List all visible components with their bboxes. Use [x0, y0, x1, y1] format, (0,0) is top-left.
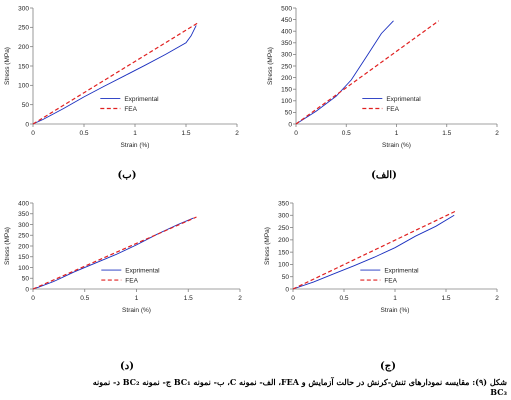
chart-panel-2: 0 50 100 150 200 250 300 350 400 0 0.5 1 1.5 2 Strain … [4, 200, 242, 372]
y-axis-label: Stress (MPa) [4, 47, 11, 85]
legend-label: Exprimental [384, 267, 419, 274]
y-tick-label: 150 [18, 254, 29, 261]
y-axis-label: Stress (MPa) [4, 227, 11, 265]
x-tick-label: 2 [235, 130, 239, 137]
x-tick-label: 0.5 [342, 130, 351, 137]
y-tick-label: 100 [281, 98, 292, 105]
y-tick-label: 300 [281, 52, 292, 59]
y-tick-label: 250 [278, 225, 289, 232]
legend-label: FEA [124, 106, 137, 113]
y-tick-label: 50 [22, 276, 30, 283]
y-tick-label: 350 [18, 211, 29, 218]
y-tick-label: 50 [282, 274, 290, 281]
x-axis-label: Strain (%) [122, 307, 151, 314]
y-axis-label: Stress (MPa) [267, 47, 274, 85]
legend-label: FEA [386, 106, 399, 113]
y-tick-label: 50 [22, 102, 30, 109]
x-tick-label: 0 [294, 130, 298, 137]
y-tick-label: 400 [281, 29, 292, 36]
y-tick-label: 200 [281, 75, 292, 82]
y-tick-label: 350 [278, 200, 289, 207]
chart-panel-1: 0 50 100 150 200 250 300 350 400 450 500 0 0.5 1 1.5 2 S… [267, 5, 499, 181]
chart-panel-0: 0 50 100 150 200 250 300 0 0.5 1 1.5 2 Strain (%) Str… [4, 5, 239, 181]
x-tick-label: 1.5 [441, 295, 450, 302]
y-tick-label: 150 [278, 249, 289, 256]
y-tick-label: 150 [18, 63, 29, 70]
x-tick-label: 1.5 [442, 130, 451, 137]
figure-caption: شکل (۹): مقایسه نمودارهای تنش-کرنش در حا… [0, 377, 511, 399]
x-tick-label: 0.5 [79, 130, 88, 137]
experimental-series-line [292, 214, 455, 290]
y-tick-label: 100 [18, 83, 29, 90]
x-tick-label: 0 [31, 295, 35, 302]
y-tick-label: 0 [285, 286, 289, 293]
panel-label: (ب) [118, 170, 137, 181]
y-tick-label: 100 [278, 262, 289, 269]
fea-series-line [32, 216, 197, 290]
x-tick-label: 1 [395, 130, 399, 137]
y-tick-label: 300 [18, 5, 29, 12]
caption-line-2: BC₃ [490, 387, 507, 397]
panel-label: (د) [120, 361, 134, 372]
y-tick-label: 200 [18, 44, 29, 51]
experimental-series-line [32, 217, 194, 290]
legend-label: Exprimental [125, 267, 160, 274]
fea-series-line [295, 20, 440, 125]
y-tick-label: 200 [18, 243, 29, 250]
y-tick-label: 350 [281, 40, 292, 47]
y-tick-label: 200 [278, 237, 289, 244]
x-tick-label: 0.5 [80, 295, 89, 302]
y-tick-label: 450 [281, 17, 292, 24]
x-tick-label: 1 [135, 295, 139, 302]
x-axis-label: Strain (%) [382, 142, 411, 149]
y-tick-label: 50 [285, 110, 293, 117]
y-tick-label: 100 [18, 265, 29, 272]
y-tick-label: 250 [18, 25, 29, 32]
y-axis-label: Stress (MPa) [264, 227, 271, 265]
panel-label: (الف) [371, 170, 397, 181]
y-tick-label: 0 [288, 121, 292, 128]
x-tick-label: 1 [133, 130, 137, 137]
experimental-series-line [295, 20, 394, 125]
x-tick-label: 0 [291, 295, 295, 302]
legend-label: Exprimental [124, 96, 159, 103]
x-tick-label: 0 [31, 130, 35, 137]
legend-label: FEA [384, 277, 397, 284]
y-tick-label: 250 [281, 63, 292, 70]
x-axis-label: Strain (%) [121, 142, 150, 149]
x-tick-label: 1.5 [181, 130, 190, 137]
experimental-series-line [32, 25, 197, 125]
y-tick-label: 300 [18, 222, 29, 229]
x-tick-label: 2 [495, 130, 499, 137]
y-tick-label: 250 [18, 233, 29, 240]
y-tick-label: 0 [25, 286, 29, 293]
y-tick-label: 0 [25, 121, 29, 128]
chart-panel-3: 0 50 100 150 200 250 300 350 0 0.5 1 1.5 2 Strain (%)… [264, 200, 499, 372]
fea-series-line [292, 210, 457, 290]
x-tick-label: 1 [393, 295, 397, 302]
x-tick-label: 2 [495, 295, 499, 302]
x-tick-label: 1.5 [184, 295, 193, 302]
y-tick-label: 300 [278, 213, 289, 220]
caption-line-1: شکل (۹): مقایسه نمودارهای تنش-کرنش در حا… [92, 377, 507, 387]
panel-label: (ج) [380, 361, 396, 372]
x-tick-label: 2 [238, 295, 242, 302]
legend-label: FEA [125, 277, 138, 284]
legend-label: Exprimental [386, 96, 421, 103]
x-axis-label: Strain (%) [381, 307, 410, 314]
x-tick-label: 0.5 [339, 295, 348, 302]
y-tick-label: 150 [281, 87, 292, 94]
y-tick-label: 400 [18, 200, 29, 207]
y-tick-label: 500 [281, 5, 292, 12]
